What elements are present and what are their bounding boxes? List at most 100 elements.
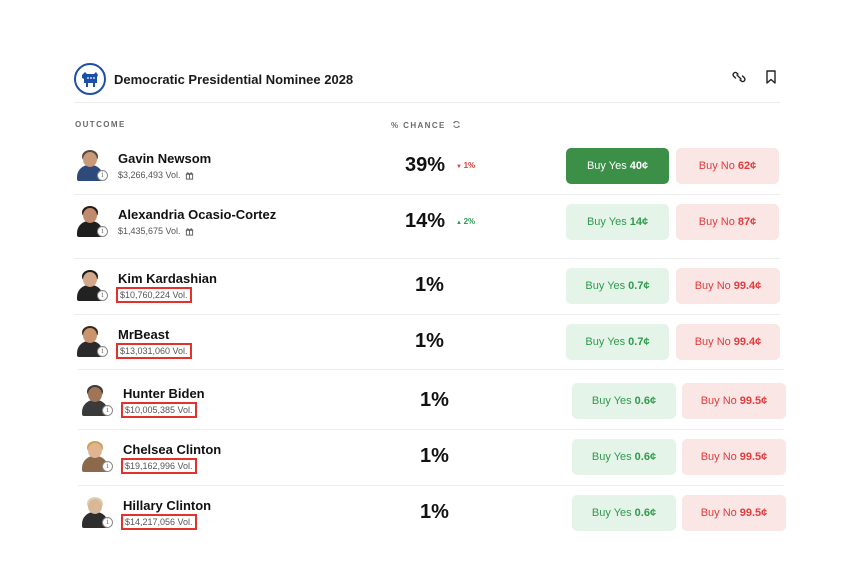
donkey-logo-icon	[74, 63, 106, 95]
buy-no-label: Buy No	[700, 507, 737, 519]
avatar: i	[75, 150, 108, 182]
market-header: Democratic Presidential Nominee 2028	[74, 61, 784, 97]
avatar: i	[75, 206, 108, 238]
row-divider	[78, 485, 784, 486]
volume-text: $13,031,060 Vol.	[120, 346, 188, 356]
buy-no-price: 87¢	[737, 216, 757, 228]
buy-no-button[interactable]: Buy No 99.4¢	[676, 268, 780, 304]
buy-yes-button[interactable]: Buy Yes 0.7¢	[566, 268, 669, 304]
market-title: Democratic Presidential Nominee 2028	[114, 71, 354, 87]
info-icon[interactable]: i	[97, 170, 108, 181]
avatar: i	[80, 385, 113, 417]
buy-yes-price: 40¢	[629, 160, 649, 172]
volume-label: $1,435,675 Vol.	[118, 226, 194, 236]
row-divider	[78, 369, 784, 370]
avatar-face	[83, 208, 97, 223]
buy-yes-price: 0.6¢	[634, 395, 657, 407]
buy-yes-button[interactable]: Buy Yes 40¢	[566, 148, 669, 184]
buy-yes-button[interactable]: Buy Yes 0.6¢	[572, 495, 676, 531]
buy-yes-label: Buy Yes	[591, 507, 632, 519]
link-icon[interactable]	[732, 69, 746, 85]
info-icon[interactable]: i	[97, 290, 108, 301]
buy-no-price: 99.5¢	[739, 395, 768, 407]
buy-no-label: Buy No	[694, 280, 731, 292]
outcome-name: Chelsea Clinton	[123, 442, 222, 457]
chance-delta-value: 2%	[463, 217, 476, 226]
avatar-body	[82, 512, 108, 528]
info-icon[interactable]: i	[97, 226, 108, 237]
buy-no-button[interactable]: Buy No 62¢	[676, 148, 779, 184]
volume-text: $14,217,056 Vol.	[125, 517, 193, 527]
avatar-body	[77, 221, 103, 237]
buy-yes-price: 0.6¢	[634, 507, 657, 519]
buy-no-button[interactable]: Buy No 87¢	[676, 204, 779, 240]
row-divider	[74, 194, 780, 195]
volume-label: $10,005,385 Vol.	[121, 402, 197, 418]
buy-yes-label: Buy Yes	[591, 451, 632, 463]
buy-yes-label: Buy Yes	[586, 160, 627, 172]
outcome-name: Hillary Clinton	[123, 498, 212, 513]
buy-no-button[interactable]: Buy No 99.4¢	[676, 324, 780, 360]
buy-yes-price: 0.7¢	[628, 336, 650, 348]
buy-yes-label: Buy Yes	[591, 395, 632, 407]
buy-yes-button[interactable]: Buy Yes 14¢	[566, 204, 669, 240]
buy-no-price: 99.5¢	[739, 451, 768, 463]
buy-no-label: Buy No	[694, 336, 731, 348]
buy-yes-label: Buy Yes	[585, 336, 626, 348]
avatar-body	[77, 165, 103, 181]
avatar: i	[75, 270, 108, 302]
outcome-name: Gavin Newsom	[118, 151, 212, 166]
avatar-body	[77, 341, 103, 357]
avatar-body	[82, 400, 108, 416]
volume-label: $10,760,224 Vol.	[116, 287, 192, 303]
buy-yes-price: 0.6¢	[634, 451, 657, 463]
outcome-name: Alexandria Ocasio-Cortez	[118, 207, 277, 222]
volume-label: $19,162,996 Vol.	[121, 458, 197, 474]
chance-value: 1%	[420, 501, 449, 523]
buy-yes-button[interactable]: Buy Yes 0.6¢	[572, 439, 676, 475]
info-icon[interactable]: i	[102, 405, 113, 416]
volume-text: $19,162,996 Vol.	[125, 461, 193, 471]
avatar-face	[88, 387, 102, 402]
info-icon[interactable]: i	[102, 461, 113, 472]
buy-no-button[interactable]: Buy No 99.5¢	[682, 495, 786, 531]
column-header-chance: % CHANCE	[391, 120, 461, 131]
buy-no-label: Buy No	[698, 160, 735, 172]
chance-value: 1%	[415, 274, 444, 296]
info-icon[interactable]: i	[102, 517, 113, 528]
chance-delta: ▲ 2%	[456, 217, 475, 226]
row-divider	[78, 429, 784, 430]
chance-value: 1%	[420, 445, 449, 467]
outcome-name: MrBeast	[118, 327, 170, 342]
volume-text: $10,760,224 Vol.	[120, 290, 188, 300]
header-divider	[74, 102, 780, 103]
buy-no-button[interactable]: Buy No 99.5¢	[682, 383, 786, 419]
column-header-chance-label: % CHANCE	[391, 121, 446, 130]
buy-no-price: 99.4¢	[733, 336, 762, 348]
volume-text: $3,266,493 Vol.	[118, 170, 181, 180]
buy-yes-label: Buy Yes	[585, 280, 626, 292]
buy-yes-price: 0.7¢	[628, 280, 650, 292]
info-icon[interactable]: i	[97, 346, 108, 357]
column-header-outcome: OUTCOME	[75, 120, 126, 129]
buy-yes-button[interactable]: Buy Yes 0.6¢	[572, 383, 676, 419]
arrow-down-icon: ▼	[456, 164, 464, 170]
buy-yes-button[interactable]: Buy Yes 0.7¢	[566, 324, 669, 360]
buy-no-label: Buy No	[698, 216, 735, 228]
avatar-face	[88, 499, 102, 514]
bookmark-icon[interactable]	[764, 69, 778, 85]
buy-no-price: 99.4¢	[733, 280, 762, 292]
buy-no-button[interactable]: Buy No 99.5¢	[682, 439, 786, 475]
gift-icon[interactable]	[185, 171, 194, 180]
chance-value: 14%	[405, 210, 446, 232]
refresh-icon[interactable]	[452, 120, 461, 131]
buy-no-price: 62¢	[737, 160, 757, 172]
avatar: i	[80, 497, 113, 529]
avatar-body	[82, 456, 108, 472]
outcome-name: Hunter Biden	[123, 386, 205, 401]
buy-yes-price: 14¢	[629, 216, 649, 228]
gift-icon[interactable]	[185, 227, 194, 236]
row-divider	[74, 314, 780, 315]
buy-no-price: 99.5¢	[739, 507, 768, 519]
avatar: i	[75, 326, 108, 358]
